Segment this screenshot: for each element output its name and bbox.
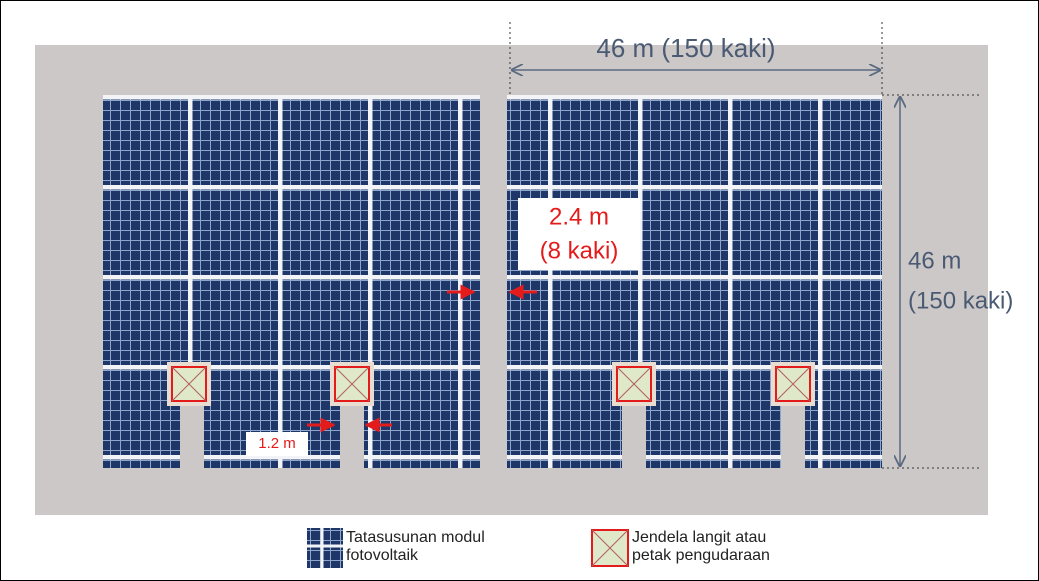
legend: Tatasusunan modul fotovoltaik Jendela la… [307,528,770,568]
pv-array-right [507,95,882,468]
gap-label: (8 kaki) [540,237,619,264]
gap-label-box [518,198,640,270]
dimension-guides [509,22,980,469]
width-label: 46 m (150 kaki) [596,33,775,63]
aisle-label: 1.2 m [258,435,296,452]
skylights [167,362,815,406]
legend-label: fotovoltaik [346,547,419,564]
height-label: 46 m [908,247,961,274]
legend-label: petak pengudaraan [632,547,770,564]
legend-label: Jendela langit atau [632,529,766,546]
aisle-label-box [246,432,308,456]
gap-arrows [307,284,537,433]
legend-label: Tatasusunan modul [346,529,485,546]
aisles [180,400,805,468]
height-label: (150 kaki) [908,287,1013,314]
gap-label: 2.4 m [549,203,609,230]
pv-array-left [103,95,480,468]
